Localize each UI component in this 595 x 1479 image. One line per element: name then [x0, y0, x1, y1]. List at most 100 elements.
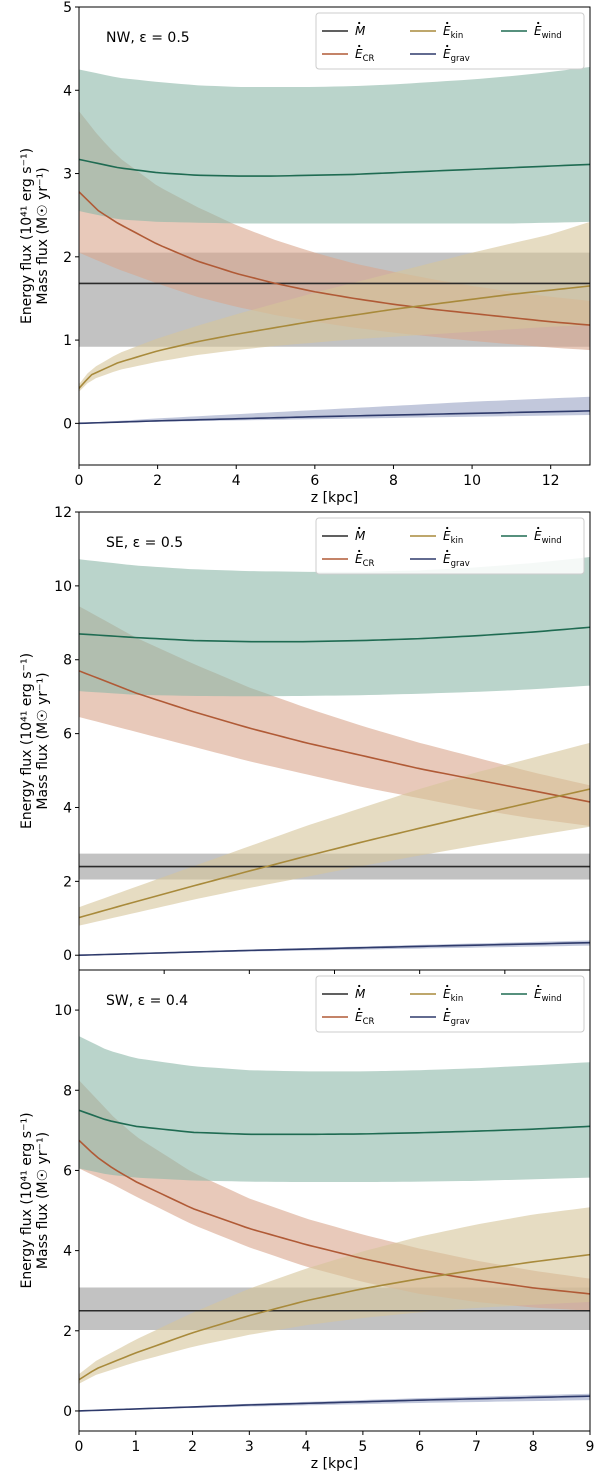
- legend-label-ekin: Ekin: [443, 24, 463, 41]
- legend-dot-accent: [446, 21, 449, 25]
- x-tick-label: 9: [586, 1439, 595, 1455]
- x-tick-label: 7: [472, 1439, 481, 1455]
- legend-frame: [315, 975, 585, 1033]
- panel-annotation: SE, ε = 0.5: [106, 535, 183, 551]
- legend-dot-accent: [446, 526, 449, 530]
- legend-dot-accent: [537, 21, 540, 25]
- legend-label-egrav: Egrav: [443, 47, 470, 64]
- y-tick-label: 10: [54, 1003, 72, 1019]
- y-tick-label: 10: [54, 579, 72, 595]
- legend-label-mdot: M: [355, 987, 366, 1001]
- y-tick-label: 1: [63, 333, 72, 349]
- x-tick-label: 8: [389, 473, 398, 489]
- x-tick-label: 2: [153, 473, 162, 489]
- panel-annotation: NW, ε = 0.5: [106, 30, 190, 46]
- legend-dot-accent: [358, 526, 361, 530]
- legend-label-ewind: Ewind: [534, 529, 562, 546]
- legend-label-ecr: ECR: [355, 47, 375, 64]
- legend-dot-accent: [358, 984, 361, 988]
- y-tick-label: 4: [63, 83, 72, 99]
- legend-dot-accent: [446, 549, 449, 553]
- line-egrav: [79, 1395, 590, 1412]
- x-tick-label: 5: [358, 1439, 367, 1455]
- line-ekin: [79, 1253, 590, 1381]
- legend-label-ewind: Ewind: [534, 24, 562, 41]
- legend-label-egrav: Egrav: [443, 1010, 470, 1027]
- plot-area: [79, 1036, 590, 1412]
- line-egrav: [79, 941, 590, 957]
- x-tick-label: 0: [75, 1439, 84, 1455]
- legend-label-ecr: ECR: [355, 552, 375, 569]
- legend-label-ekin: Ekin: [443, 529, 463, 546]
- legend-frame: [315, 12, 585, 70]
- x-tick-label: 2: [188, 1439, 197, 1455]
- panel-annotation: SW, ε = 0.4: [106, 993, 188, 1009]
- y-tick-label: 4: [63, 800, 72, 816]
- axes-frame: [78, 969, 591, 1432]
- y-tick-label: 8: [63, 1083, 72, 1099]
- y-tick-label: 2: [63, 250, 72, 266]
- line-egrav: [79, 410, 590, 425]
- x-tick-label: 1: [131, 1439, 140, 1455]
- legend-label-egrav: Egrav: [443, 552, 470, 569]
- y-axis-label-energy: Energy flux (10⁴¹ erg s⁻¹): [19, 148, 35, 324]
- x-tick-label: 4: [232, 473, 241, 489]
- band-ekin: [79, 221, 590, 392]
- y-tick-label: 0: [63, 948, 72, 964]
- y-axis-label-mass: Mass flux (M☉ yr⁻¹): [35, 1132, 51, 1269]
- y-tick-label: 2: [63, 1324, 72, 1340]
- y-tick-label: 0: [63, 416, 72, 432]
- y-axis-label-mass: Mass flux (M☉ yr⁻¹): [35, 167, 51, 304]
- x-axis-label: z [kpc]: [311, 490, 358, 506]
- x-tick-label: 8: [529, 1439, 538, 1455]
- legend-label-ewind: Ewind: [534, 987, 562, 1004]
- band-ewind: [79, 557, 590, 697]
- y-axis-label-energy: Energy flux (10⁴¹ erg s⁻¹): [19, 1112, 35, 1288]
- x-tick-label: 12: [542, 473, 560, 489]
- legend-dot-accent: [446, 984, 449, 988]
- legend-label-ekin: Ekin: [443, 987, 463, 1004]
- band-ekin: [79, 742, 590, 926]
- x-tick-label: 10: [463, 473, 481, 489]
- plot-area: [79, 557, 590, 957]
- line-ecr: [79, 191, 590, 326]
- legend-label-mdot: M: [355, 529, 366, 543]
- y-tick-label: 4: [63, 1244, 72, 1260]
- legend: M ECR Ekin Egrav Ewind: [315, 12, 585, 70]
- y-tick-label: 8: [63, 653, 72, 669]
- legend-dot-accent: [446, 44, 449, 48]
- y-tick-label: 6: [63, 727, 72, 743]
- band-ewind: [79, 66, 590, 224]
- legend: M ECR Ekin Egrav Ewind: [315, 975, 585, 1033]
- axes-frame: [78, 6, 591, 466]
- line-ecr: [79, 1139, 590, 1295]
- legend-dot-accent: [537, 984, 540, 988]
- line-ekin: [79, 285, 590, 389]
- line-ewind: [79, 626, 590, 643]
- x-tick-label: 6: [310, 473, 319, 489]
- legend-dot-accent: [537, 526, 540, 530]
- y-axis-label-energy: Energy flux (10⁴¹ erg s⁻¹): [19, 653, 35, 829]
- legend: M ECR Ekin Egrav Ewind: [315, 517, 585, 575]
- band-ewind: [79, 1036, 590, 1183]
- legend-dot-accent: [358, 44, 361, 48]
- line-ewind: [79, 158, 590, 177]
- band-egrav: [79, 396, 590, 424]
- legend-label-ecr: ECR: [355, 1010, 375, 1027]
- legend-label-mdot: M: [355, 24, 366, 38]
- y-tick-label: 12: [54, 505, 72, 521]
- y-tick-label: 2: [63, 874, 72, 890]
- plot-area: [79, 66, 590, 425]
- x-axis-label: z [kpc]: [311, 1456, 358, 1472]
- panel-3: 0 2 4 6 8 10 0 1 2 3 4 5 6 7 8 9 z [kpc] Energy flux (10⁴…: [19, 969, 595, 1472]
- x-tick-label: 0: [75, 473, 84, 489]
- y-tick-label: 5: [63, 0, 72, 16]
- legend-dot-accent: [446, 1007, 449, 1011]
- legend-dot-accent: [358, 1007, 361, 1011]
- y-axis-label-mass: Mass flux (M☉ yr⁻¹): [35, 672, 51, 809]
- line-ewind: [79, 1109, 590, 1136]
- panel-2: 0 2 4 6 8 10 12 Energy flux (10⁴¹ erg s⁻¹) Mass …: [19, 505, 591, 974]
- y-tick-label: 3: [63, 167, 72, 183]
